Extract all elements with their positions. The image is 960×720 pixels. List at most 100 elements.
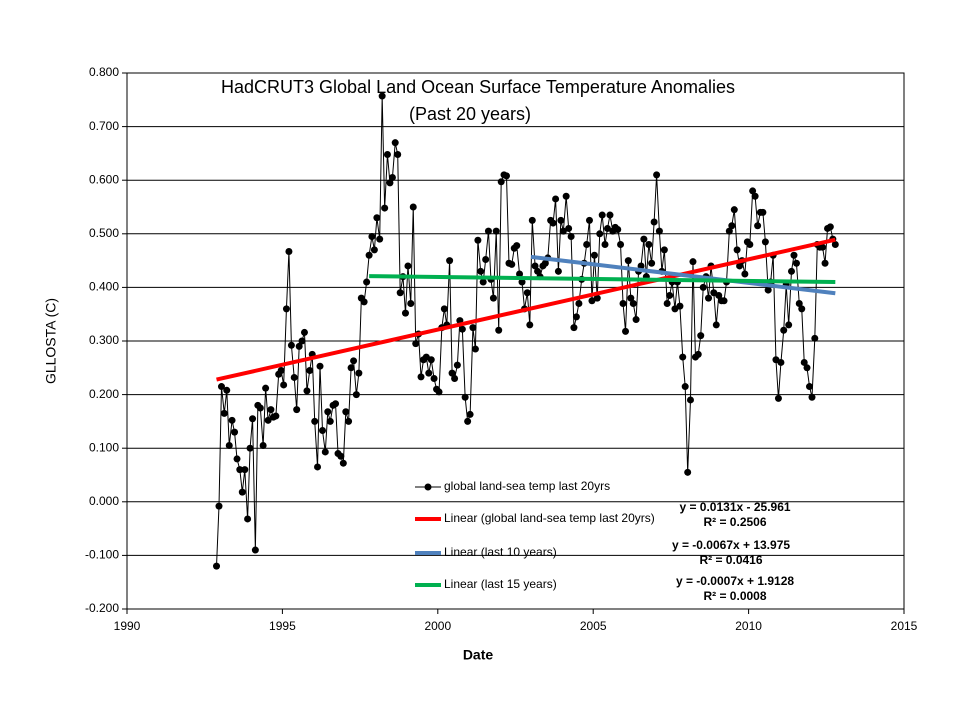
data-point (264, 416, 272, 424)
data-point (383, 150, 391, 158)
annotation: R² = 0.0008 (703, 589, 766, 603)
data-point (497, 178, 505, 186)
y-tick-label: 0.400 (89, 280, 119, 294)
data-point (679, 353, 687, 361)
data-point (660, 246, 668, 254)
trend-line (530, 254, 836, 296)
data-point (650, 218, 658, 226)
data-point (699, 283, 707, 291)
data-point (251, 546, 259, 554)
data-point (298, 337, 306, 345)
annotation: y = 0.0131x - 25.961 (679, 500, 790, 514)
data-point (686, 396, 694, 404)
legend-label: global land-sea temp last 20yrs (444, 479, 610, 493)
data-point (637, 262, 645, 270)
data-point (303, 387, 311, 395)
data-point (347, 364, 355, 372)
data-point (241, 466, 249, 474)
data-point (306, 366, 314, 374)
data-point (632, 316, 640, 324)
data-point (458, 325, 466, 333)
data-point (619, 299, 627, 307)
legend-marker (424, 483, 432, 491)
data-point (469, 324, 477, 332)
data-point (554, 267, 562, 275)
data-point (466, 410, 474, 418)
annotation: y = -0.0067x + 13.975 (672, 538, 790, 552)
data-point (492, 227, 500, 235)
data-point (562, 192, 570, 200)
data-point (446, 257, 454, 265)
data-point (746, 241, 754, 249)
data-point (461, 393, 469, 401)
data-point (523, 289, 531, 297)
data-point (272, 412, 280, 420)
data-point (559, 227, 567, 235)
data-point (326, 417, 334, 425)
y-tick-label: 0.600 (89, 172, 119, 186)
y-tick-label: 0.000 (89, 494, 119, 508)
data-point (518, 278, 526, 286)
data-point (370, 246, 378, 254)
data-point (404, 262, 412, 270)
data-point (321, 448, 329, 456)
data-point (697, 332, 705, 340)
data-point (583, 241, 591, 249)
data-point (249, 415, 257, 423)
data-point (215, 502, 223, 510)
data-point (811, 334, 819, 342)
data-point (803, 364, 811, 372)
data-point (614, 226, 622, 234)
data-point (259, 442, 267, 450)
data-point (417, 373, 425, 381)
data-point (386, 179, 394, 187)
y-axis-label: GLLOSTA (C) (43, 298, 59, 384)
annotation: R² = 0.0416 (699, 553, 762, 567)
data-point (502, 172, 510, 180)
data-point (617, 241, 625, 249)
data-point (761, 238, 769, 246)
legend-label: Linear (last 15 years) (444, 577, 557, 591)
data-point (223, 386, 231, 394)
data-point (365, 251, 373, 259)
data-point (593, 294, 601, 302)
data-point (684, 468, 692, 476)
data-point (819, 243, 827, 251)
data-point (792, 259, 800, 267)
chart-subtitle: (Past 20 years) (409, 104, 531, 124)
x-tick-label: 2000 (424, 619, 451, 633)
data-point (567, 232, 575, 240)
data-point (448, 369, 456, 377)
data-point (728, 222, 736, 230)
data-point (666, 291, 674, 299)
data-point (785, 321, 793, 329)
data-point (246, 444, 254, 452)
data-point (777, 358, 785, 366)
data-point (464, 417, 472, 425)
data-point (474, 236, 482, 244)
data-point (534, 267, 542, 275)
data-point (355, 369, 363, 377)
data-point (220, 409, 228, 417)
data-point (541, 259, 549, 267)
data-point (798, 305, 806, 313)
data-point (598, 211, 606, 219)
data-point (806, 383, 814, 391)
data-point (409, 203, 417, 211)
data-point (427, 356, 435, 364)
x-tick-label: 1990 (114, 619, 141, 633)
data-point (236, 466, 244, 474)
data-point (557, 216, 565, 224)
data-point (282, 305, 290, 313)
data-point (622, 327, 630, 335)
data-point (764, 286, 772, 294)
y-tick-label: 0.200 (89, 387, 119, 401)
data-point (733, 246, 741, 254)
trend-line (216, 237, 836, 382)
data-point (388, 174, 396, 182)
x-tick-label: 1995 (269, 619, 296, 633)
data-point (314, 463, 322, 471)
data-point (311, 417, 319, 425)
data-point (350, 357, 358, 365)
